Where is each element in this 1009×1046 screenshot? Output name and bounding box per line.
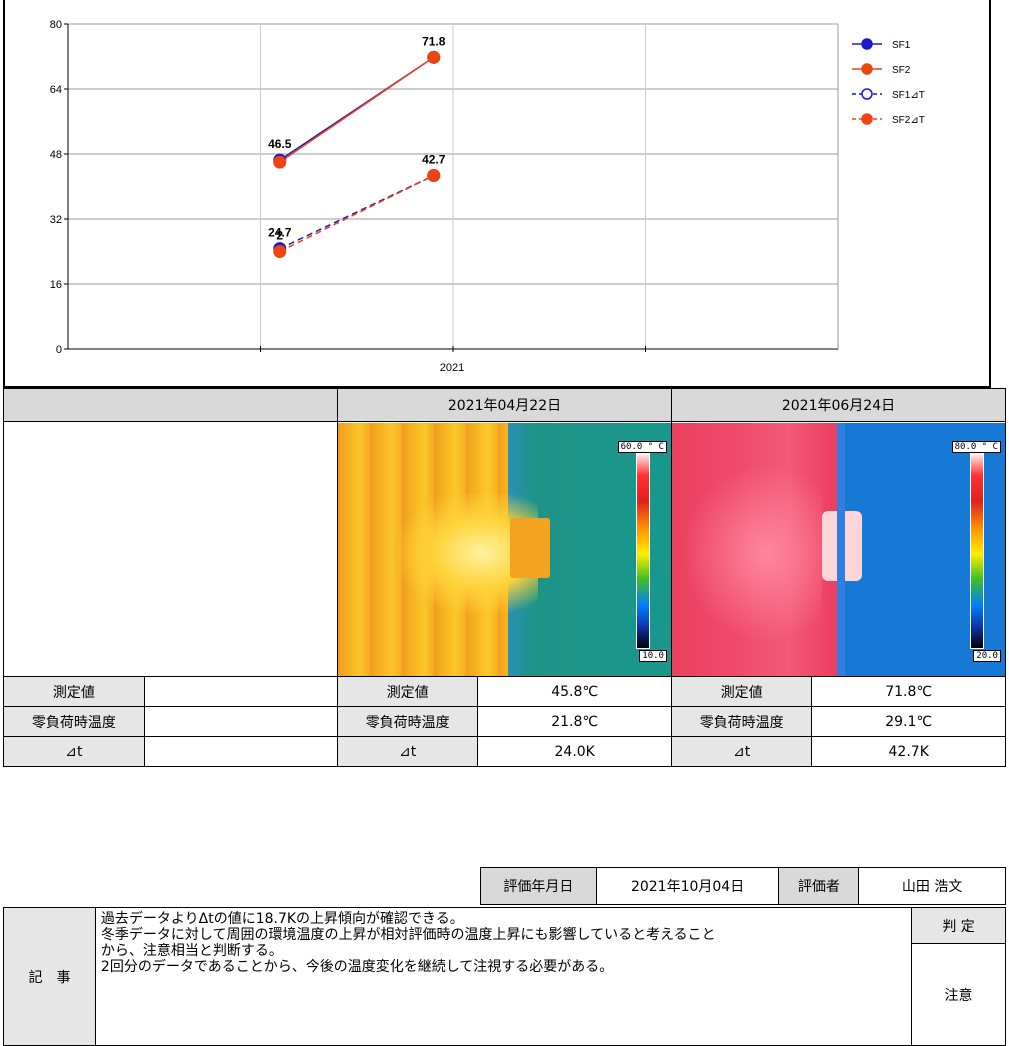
legend-marker (861, 88, 873, 100)
data-point (427, 169, 441, 183)
value-delta-1: 24.0K (477, 736, 672, 767)
eval-date-value: 2021年10月04日 (595, 867, 780, 905)
data-label: 2 (276, 229, 283, 243)
legend-marker (861, 113, 873, 125)
value-delta-0 (143, 736, 338, 767)
y-tick-label: 16 (50, 279, 62, 291)
legend-label: SF1⊿T (892, 90, 925, 101)
notes-body: 過去データよりΔtの値に18.7Kの上昇傾向が確認できる。 冬季データに対して周… (94, 907, 913, 1046)
thermal-image-2: 80.0 ° C 20.0 (671, 422, 1005, 676)
y-axis-ticks: 0 16 32 48 64 80 (50, 19, 68, 356)
chart-legend: SF1 SF2 SF1⊿T SF2⊿T (852, 38, 925, 126)
label-zero-load-1: 零負荷時温度 (336, 706, 479, 737)
label-delta-0: ⊿t (3, 736, 145, 767)
value-measured-0 (143, 676, 338, 707)
evaluation-table: 評価年月日 2021年10月04日 評価者 山田 浩文 (480, 867, 1006, 905)
label-measured-0: 測定値 (3, 676, 145, 707)
scale-max-1: 60.0 ° C (617, 440, 667, 453)
x-tick-label: 2021 (440, 362, 464, 374)
value-measured-1: 45.8℃ (477, 676, 672, 707)
blank-header (3, 388, 338, 422)
value-delta-2: 42.7K (811, 736, 1006, 767)
data-label: 46.5 (268, 137, 292, 151)
chart-frame (3, 0, 991, 388)
y-tick-label: 80 (50, 19, 62, 31)
label-zero-load-2: 零負荷時温度 (670, 706, 813, 737)
legend-marker (861, 63, 873, 75)
judgement-value: 注意 (911, 943, 1006, 1046)
blank-photo-cell (3, 421, 338, 677)
legend-label: SF1 (892, 40, 911, 51)
notes-label: 記 事 (3, 907, 96, 1046)
label-measured-1: 測定値 (336, 676, 479, 707)
notes-line-2: 冬季データに対して周囲の環境温度の上昇が相対評価時の温度上昇にも影響していると考… (100, 927, 716, 943)
y-tick-label: 48 (50, 149, 62, 161)
label-delta-1: ⊿t (336, 736, 479, 767)
series-line (279, 56, 435, 163)
y-tick-label: 32 (50, 214, 62, 226)
legend-label: SF2⊿T (892, 115, 925, 126)
thermal-image-1: 60.0 ° C 10.0 (337, 422, 671, 676)
notes-table: 記 事 過去データよりΔtの値に18.7Kの上昇傾向が確認できる。 冬季データに… (3, 907, 1006, 1046)
evaluator-value: 山田 浩文 (858, 867, 1006, 905)
data-point (273, 155, 287, 169)
evaluator-label: 評価者 (778, 867, 860, 905)
data-label: 42.7 (422, 153, 446, 167)
photo-date-2: 2021年06月24日 (670, 388, 1007, 422)
judgement-label: 判 定 (911, 907, 1006, 944)
photo-date-1: 2021年04月22日 (336, 388, 672, 422)
data-point (273, 245, 287, 258)
trend-chart: 0 16 32 48 64 80 46.5 71.8 24.7 42.7 2 SF1 SF2 SF1⊿… (50, 19, 925, 374)
legend-label: SF2 (892, 65, 911, 76)
chart-grid (67, 23, 839, 352)
value-zero-load-2: 29.1℃ (811, 706, 1006, 737)
value-zero-load-1: 21.8℃ (477, 706, 672, 737)
data-point (427, 50, 441, 64)
scale-min-2: 20.0 (973, 649, 1001, 662)
notes-line-1: 過去データよりΔtの値に18.7Kの上昇傾向が確認できる。 (100, 911, 464, 927)
value-zero-load-0 (143, 706, 338, 737)
scale-max-2: 80.0 ° C (951, 440, 1001, 453)
series-line (279, 174, 435, 250)
y-tick-label: 0 (56, 344, 62, 356)
data-label: 24.7 (268, 226, 292, 240)
eval-date-label: 評価年月日 (480, 867, 597, 905)
scale-min-1: 10.0 (639, 649, 667, 662)
notes-line-4: 2回分のデータであることから、今後の温度変化を継続して注視する必要がある。 (100, 959, 614, 975)
data-label: 71.8 (422, 34, 446, 48)
photo-measurement-table: 2021年04月22日 2021年06月24日 60.0 ° C 10.0 (3, 388, 1007, 767)
label-delta-2: ⊿t (670, 736, 813, 767)
chart-series: 46.5 71.8 24.7 42.7 2 (268, 34, 446, 258)
label-zero-load-0: 零負荷時温度 (3, 706, 145, 737)
notes-line-3: から、注意相当と判断する。 (100, 943, 283, 959)
value-measured-2: 71.8℃ (811, 676, 1006, 707)
series-line (279, 174, 435, 253)
legend-marker (861, 38, 873, 50)
y-tick-label: 64 (50, 84, 62, 96)
label-measured-2: 測定値 (670, 676, 813, 707)
